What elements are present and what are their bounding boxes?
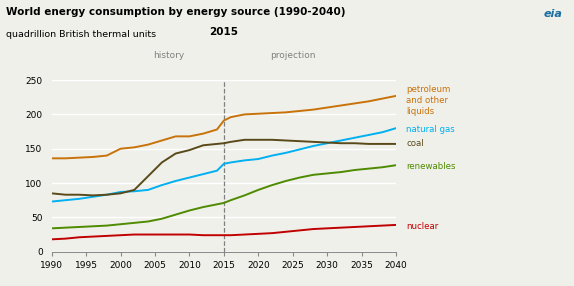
Text: history: history	[153, 51, 184, 60]
Text: projection: projection	[270, 51, 316, 60]
Text: petroleum
and other
liquids: petroleum and other liquids	[406, 85, 451, 116]
Text: coal: coal	[406, 139, 424, 148]
Text: 2015: 2015	[210, 27, 238, 37]
Text: eia: eia	[544, 9, 563, 19]
Text: renewables: renewables	[406, 162, 456, 171]
Text: nuclear: nuclear	[406, 222, 439, 231]
Text: quadrillion British thermal units: quadrillion British thermal units	[6, 30, 156, 39]
Text: natural gas: natural gas	[406, 125, 455, 134]
Text: World energy consumption by energy source (1990-2040): World energy consumption by energy sourc…	[6, 7, 345, 17]
